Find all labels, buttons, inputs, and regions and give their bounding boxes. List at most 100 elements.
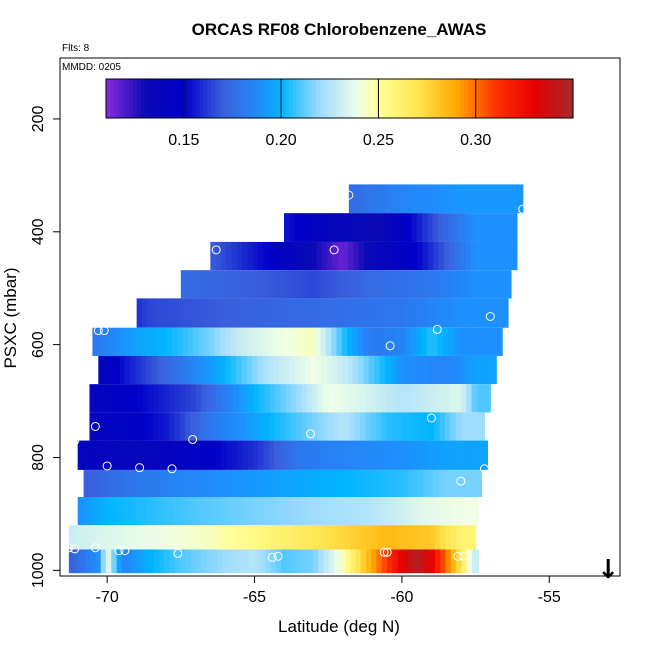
heatmap-cell xyxy=(337,241,344,271)
heatmap-cell xyxy=(402,412,409,441)
heatmap-cell xyxy=(395,355,402,385)
colorbar-cell xyxy=(448,79,453,118)
heatmap-cell xyxy=(231,440,238,470)
colorbar-cell xyxy=(549,79,555,118)
heatmap-cell xyxy=(422,497,429,526)
heatmap-cell xyxy=(331,213,338,242)
heatmap-cell xyxy=(157,440,164,470)
heatmap-cell xyxy=(291,412,297,441)
heatmap-cell xyxy=(273,497,280,526)
heatmap-cell xyxy=(493,270,500,299)
heatmap-cell xyxy=(323,549,330,574)
heatmap-cell xyxy=(394,327,401,356)
heatmap-cell xyxy=(93,440,100,470)
heatmap-cell xyxy=(88,497,95,526)
heatmap-cell xyxy=(275,525,282,550)
heatmap-cell xyxy=(469,213,476,242)
heatmap-cell xyxy=(396,241,402,271)
heatmap-cell xyxy=(400,355,407,385)
colorbar-cell xyxy=(561,79,566,118)
heatmap-cell xyxy=(331,355,338,385)
heatmap-cell xyxy=(68,549,75,574)
colorbar-cell xyxy=(269,79,274,118)
heatmap-cell xyxy=(216,384,223,413)
heatmap-cell xyxy=(490,355,497,385)
heatmap-cell xyxy=(151,355,158,385)
colorbar-cell xyxy=(261,79,267,118)
heatmap-cell xyxy=(242,469,249,497)
heatmap-cell xyxy=(156,355,163,385)
heatmap-cell xyxy=(195,412,202,441)
heatmap-cell xyxy=(151,440,158,470)
heatmap-cell xyxy=(431,327,438,356)
heatmap-cell xyxy=(375,298,382,328)
heatmap-cell xyxy=(322,298,329,328)
colorbar-cell xyxy=(172,79,177,118)
heatmap-cell xyxy=(256,327,263,356)
heatmap-cell xyxy=(212,525,218,550)
sample-point xyxy=(344,190,354,200)
heatmap-cell xyxy=(279,440,286,470)
sample-point xyxy=(93,326,103,336)
heatmap-cell xyxy=(338,298,345,328)
heatmap-cell xyxy=(185,525,192,550)
heatmap-cell xyxy=(163,298,170,328)
heatmap-cell xyxy=(103,355,110,385)
heatmap-cell xyxy=(220,440,227,470)
heatmap-cell xyxy=(146,497,153,526)
heatmap-cell xyxy=(189,298,196,328)
heatmap-cell xyxy=(273,440,280,470)
heatmap-cell xyxy=(127,525,134,550)
heatmap-cell xyxy=(400,327,407,356)
heatmap-cell xyxy=(370,384,377,413)
heatmap-cell xyxy=(300,440,307,470)
colorbar-cell xyxy=(557,79,562,118)
heatmap-cell xyxy=(371,525,378,550)
heatmap-cell xyxy=(281,270,288,299)
colorbar-cell xyxy=(530,79,535,118)
heatmap-cell xyxy=(146,355,152,385)
heatmap-cell xyxy=(136,440,142,470)
heatmap-cell xyxy=(430,270,437,299)
colorbar-cell xyxy=(421,79,426,118)
heatmap-cell xyxy=(214,327,221,356)
heatmap-cell xyxy=(179,298,185,328)
heatmap-cell xyxy=(311,497,318,526)
heatmap-cell xyxy=(108,327,115,356)
heatmap-cell xyxy=(326,213,333,242)
heatmap-cell xyxy=(352,213,359,242)
heatmap-cell xyxy=(285,469,292,497)
heatmap-cell xyxy=(407,469,414,497)
heatmap-cell xyxy=(389,327,396,356)
heatmap-cell xyxy=(264,412,271,441)
colorbar-cell xyxy=(308,79,313,118)
heatmap-cell xyxy=(336,327,343,356)
heatmap-cell xyxy=(190,412,197,441)
heatmap-cell xyxy=(397,412,404,441)
heatmap-cell xyxy=(427,241,434,271)
heatmap-cell xyxy=(470,497,477,526)
heatmap-cell xyxy=(296,525,303,550)
heatmap-cell xyxy=(153,384,160,413)
heatmap-cell xyxy=(263,298,270,328)
heatmap-cell xyxy=(348,241,355,271)
heatmap-cell xyxy=(454,298,461,328)
sample-point xyxy=(379,547,389,557)
colorbar-cell xyxy=(148,79,154,118)
heatmap-cell xyxy=(433,469,440,497)
colorbar-cell xyxy=(483,79,488,118)
heatmap-cell xyxy=(254,549,261,574)
heatmap-cell xyxy=(374,241,381,271)
heatmap-cell xyxy=(186,270,193,299)
heatmap-cell xyxy=(440,270,447,299)
heatmap-cell xyxy=(417,241,424,271)
heatmap-cell xyxy=(318,525,325,550)
heatmap-cell xyxy=(312,384,319,413)
colorbar-cell xyxy=(246,79,251,118)
sample-point xyxy=(173,548,183,558)
heatmap-cell xyxy=(189,469,196,497)
heatmap-cell xyxy=(210,497,217,526)
heatmap-cell xyxy=(360,525,367,550)
heatmap-cell xyxy=(183,440,190,470)
heatmap-cell xyxy=(406,241,413,271)
